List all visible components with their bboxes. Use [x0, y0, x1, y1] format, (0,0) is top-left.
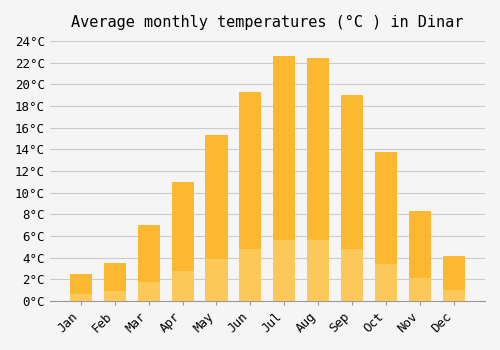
- Bar: [70, 274, 92, 301]
- Bar: [375, 153, 398, 301]
- Bar: [70, 274, 92, 294]
- Bar: [172, 182, 194, 271]
- Bar: [240, 92, 262, 301]
- Bar: [104, 263, 126, 301]
- Bar: [274, 56, 295, 301]
- Bar: [172, 182, 194, 301]
- Bar: [206, 135, 228, 259]
- Bar: [342, 95, 363, 250]
- Bar: [240, 92, 262, 248]
- Bar: [308, 58, 330, 301]
- Bar: [443, 257, 465, 301]
- Bar: [443, 257, 465, 290]
- Bar: [375, 153, 398, 264]
- Bar: [104, 263, 126, 292]
- Bar: [409, 211, 432, 278]
- Bar: [409, 211, 432, 301]
- Bar: [274, 56, 295, 240]
- Title: Average monthly temperatures (°C ) in Dinar: Average monthly temperatures (°C ) in Di…: [71, 15, 464, 30]
- Bar: [308, 58, 330, 240]
- Bar: [342, 95, 363, 301]
- Bar: [138, 225, 160, 282]
- Bar: [206, 135, 228, 301]
- Bar: [138, 225, 160, 301]
